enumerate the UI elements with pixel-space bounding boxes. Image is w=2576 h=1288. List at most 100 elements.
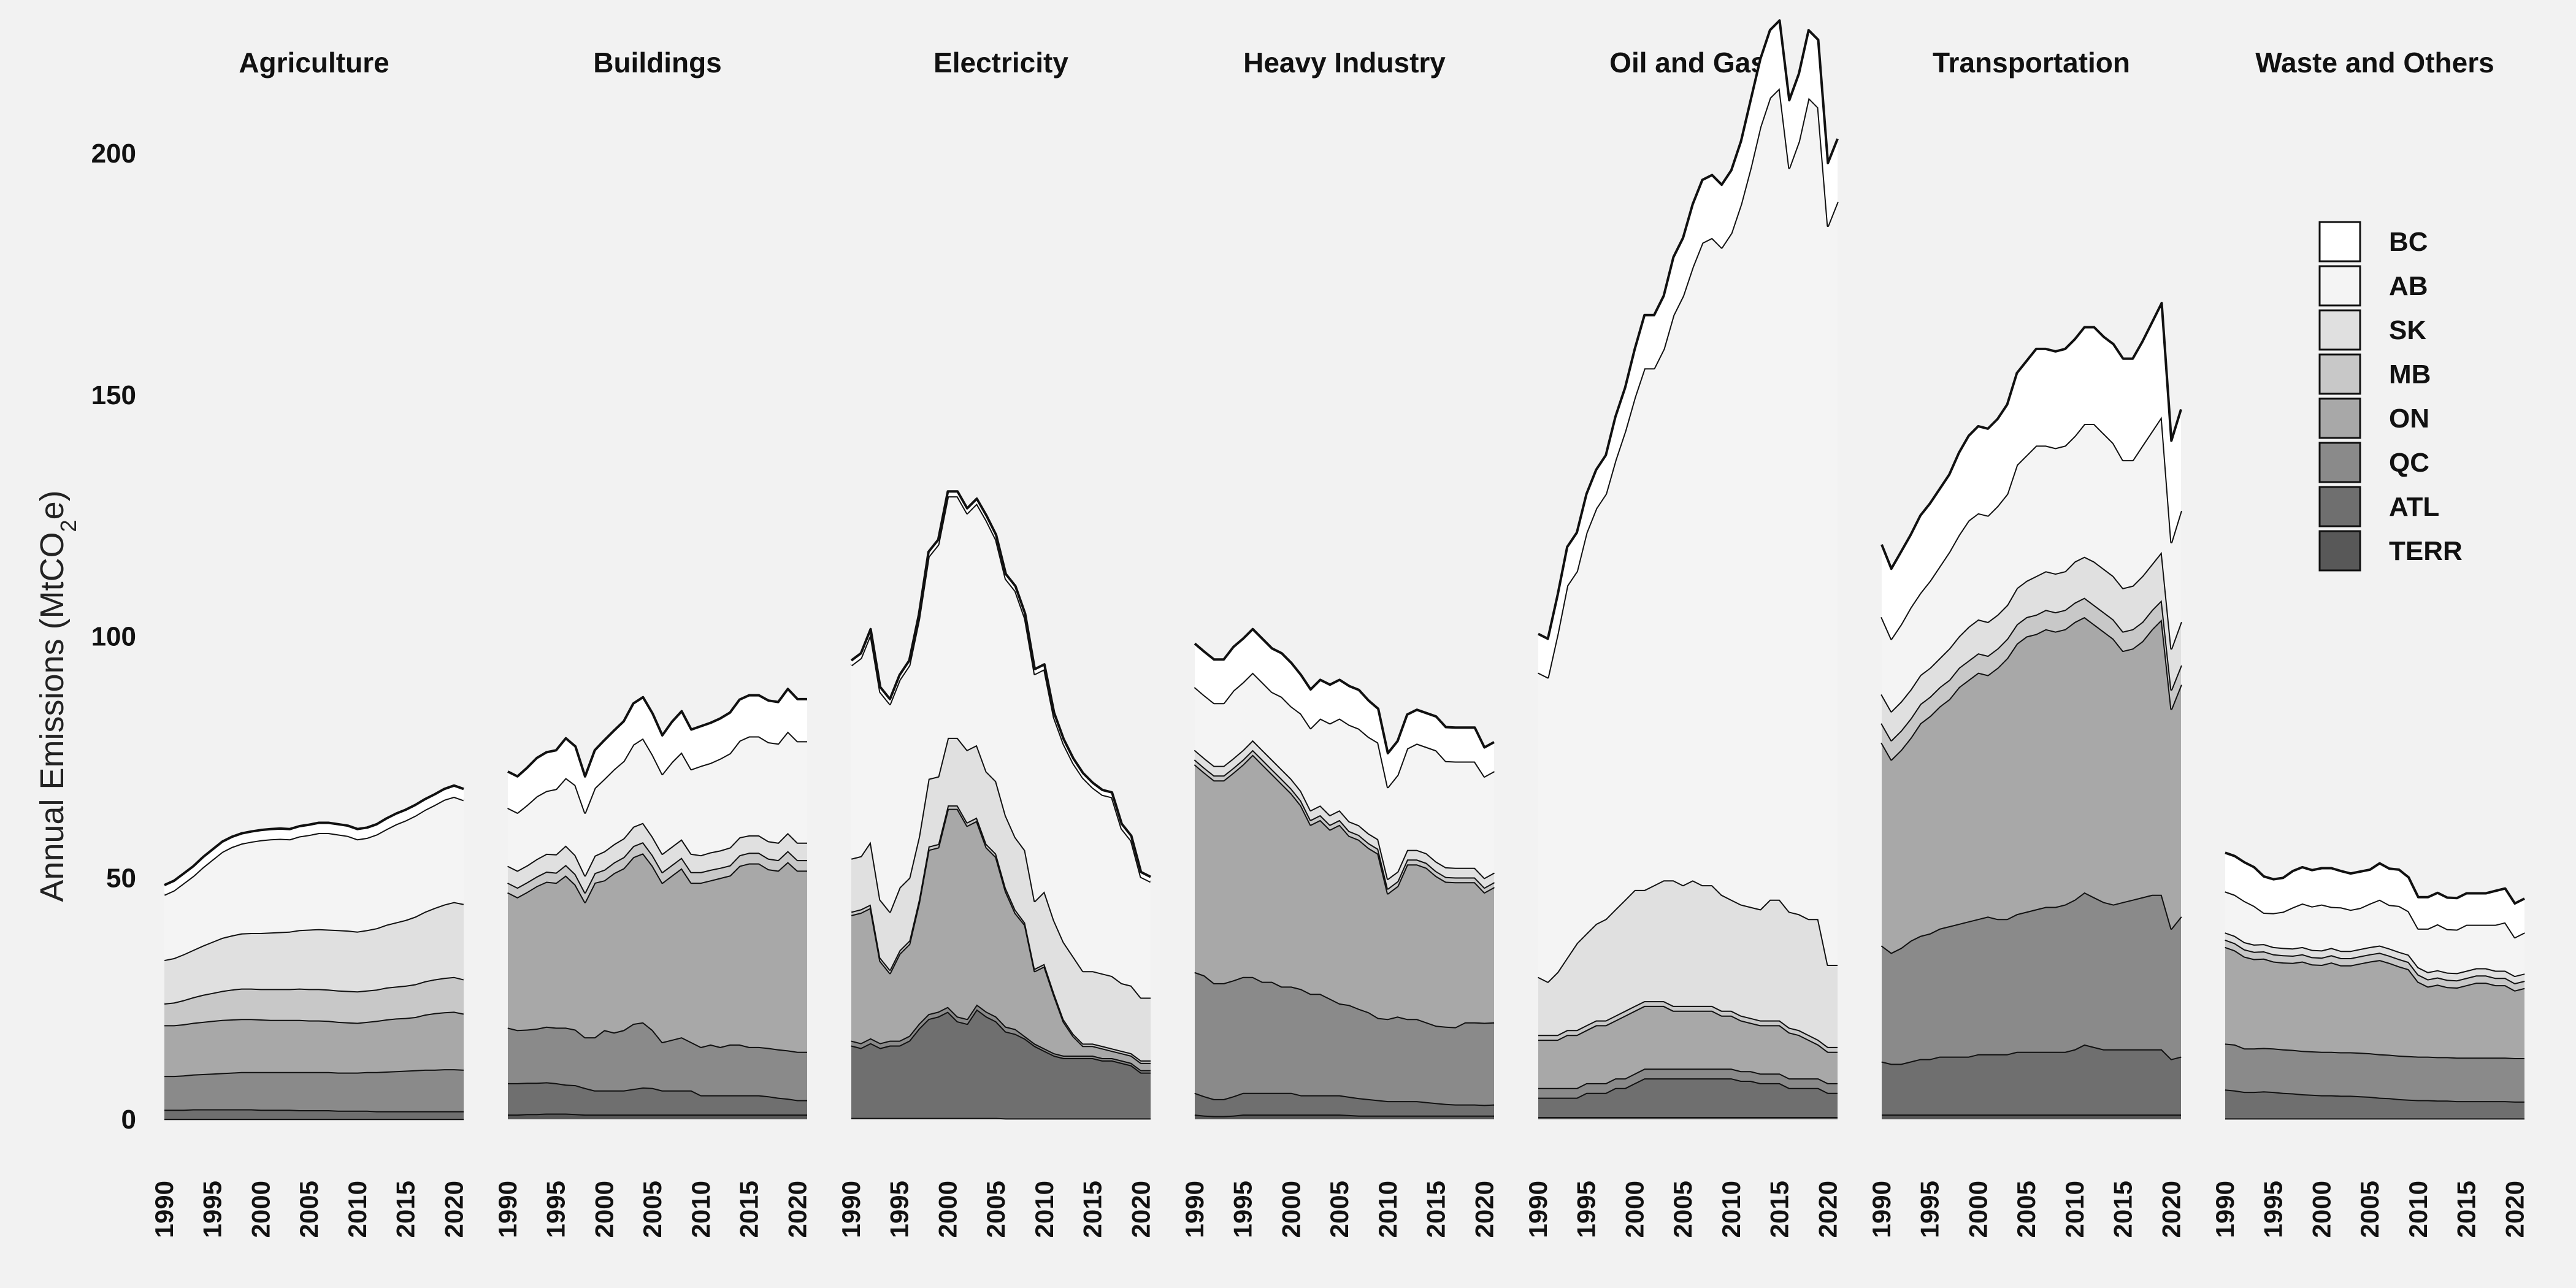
- x-tick-label: 2020: [1813, 1181, 1842, 1238]
- legend-label-sk: SK: [2389, 315, 2426, 345]
- x-tick-label: 1990: [150, 1181, 178, 1238]
- panel-title: Oil and Gas: [1609, 47, 1766, 79]
- area-on: [164, 1011, 464, 1076]
- x-tick-label: 1995: [542, 1181, 570, 1238]
- area-bc: [508, 689, 807, 813]
- area-qc: [1882, 892, 2181, 1064]
- x-tick-label: 2005: [2355, 1181, 2384, 1238]
- legend-label-mb: MB: [2389, 359, 2431, 389]
- x-tick-label: 2020: [2156, 1181, 2185, 1238]
- x-tick-label: 2020: [1126, 1181, 1155, 1238]
- x-tick-label: 2010: [343, 1181, 372, 1238]
- x-tick-label: 2000: [1276, 1181, 1305, 1238]
- y-axis-ticks: 0 50 100 150 200: [91, 139, 136, 1135]
- line-bc: [850, 490, 1151, 878]
- area-ab: [508, 731, 807, 876]
- legend-label-qc: QC: [2389, 448, 2429, 478]
- panel-agriculture: Agriculture 1990 1995 2000 2005 2010 2015 2020: [150, 47, 468, 1238]
- area-bc: [164, 785, 464, 895]
- area-ab: [1538, 88, 1838, 982]
- area-qc: [1538, 1068, 1838, 1098]
- x-tick-label: 2010: [1717, 1181, 1746, 1238]
- area-mb: [1195, 749, 1494, 894]
- area-on: [851, 808, 1151, 1070]
- x-tick-label: 2010: [2060, 1181, 2089, 1238]
- panel-title: Waste and Others: [2255, 47, 2494, 79]
- x-tick-label: 2015: [1765, 1181, 1794, 1238]
- area-atl: [508, 1082, 807, 1115]
- area-on: [508, 853, 807, 1052]
- line-bc: [164, 784, 464, 886]
- line-bc: [1880, 302, 2182, 570]
- area-ab: [164, 797, 464, 960]
- y-tick-label: 100: [91, 622, 136, 652]
- line-bc: [1194, 627, 1495, 755]
- x-tick-label: 2000: [246, 1181, 275, 1238]
- area-bc: [1195, 629, 1494, 788]
- line-bc: [2225, 851, 2525, 905]
- area-atl: [2225, 1089, 2524, 1119]
- line-bc: [507, 688, 807, 778]
- panel-title: Transportation: [1933, 47, 2130, 79]
- x-tick-label: 2005: [1668, 1181, 1697, 1238]
- area-bc: [1882, 303, 2181, 639]
- area-atl: [1882, 1044, 2181, 1115]
- area-atl: [851, 1009, 1151, 1119]
- legend-swatch-ab: [2318, 265, 2361, 307]
- legend-swatch-atl: [2318, 486, 2361, 527]
- panel-title: Buildings: [593, 47, 722, 79]
- x-tick-label: 2000: [2307, 1181, 2336, 1238]
- x-tick-label: 2005: [1325, 1181, 1354, 1238]
- x-tick-label: 1990: [2210, 1181, 2239, 1238]
- x-tick-label: 1995: [1572, 1181, 1601, 1238]
- area-sk: [1538, 880, 1838, 1047]
- y-axis-label: Annual Emissions (MtCO2e): [34, 490, 81, 902]
- legend-swatch-qc: [2318, 442, 2361, 483]
- x-tick-label: 2010: [2404, 1181, 2432, 1238]
- area-qc: [164, 1069, 464, 1111]
- legend: BC AB SK MB ON QC ATL TERR: [2318, 221, 2463, 572]
- line-on: [2225, 946, 2525, 992]
- panel-heavy-industry: Heavy Industry 1990 1995 2000 2005 2010 2015 20…: [1180, 47, 1498, 1238]
- panel-waste-and-others: Waste and Others 1990 1995 2000 2005 2010 2015…: [2210, 47, 2529, 1238]
- area-atl: [1195, 1092, 1494, 1116]
- legend-label-terr: TERR: [2389, 536, 2463, 566]
- y-tick-label: 0: [121, 1105, 136, 1135]
- area-sk: [1882, 551, 2181, 740]
- x-tick-label: 1995: [2259, 1181, 2288, 1238]
- legend-swatch-sk: [2318, 309, 2361, 351]
- x-tick-label: 2010: [1373, 1181, 1402, 1238]
- area-mb: [1882, 597, 2181, 760]
- x-tick-label: 2015: [2452, 1181, 2481, 1238]
- x-tick-label: 2005: [2012, 1181, 2041, 1238]
- x-tick-label: 2000: [933, 1181, 962, 1238]
- x-tick-label: 2005: [638, 1181, 667, 1238]
- legend-swatch-terr: [2318, 530, 2361, 572]
- x-tick-label: 2015: [735, 1181, 764, 1238]
- panel-buildings: Buildings 1990 1995 2000 2005 2010 2015 2020: [493, 47, 811, 1238]
- legend-swatch-mb: [2318, 353, 2361, 395]
- area-on: [1195, 754, 1494, 1027]
- legend-label-on: ON: [2389, 404, 2429, 434]
- panel-title: Heavy Industry: [1243, 47, 1446, 79]
- x-tick-label: 2010: [686, 1181, 715, 1238]
- area-bc: [2225, 853, 2524, 938]
- area-sk: [508, 822, 807, 892]
- x-tick-label: 2015: [1422, 1181, 1451, 1238]
- x-tick-label: 2020: [1470, 1181, 1498, 1238]
- area-ab: [851, 496, 1151, 998]
- area-qc: [508, 1022, 807, 1100]
- legend-label-ab: AB: [2389, 271, 2428, 301]
- x-tick-label: 2020: [783, 1181, 811, 1238]
- panel-title: Electricity: [933, 47, 1068, 79]
- x-tick-label: 2005: [294, 1181, 323, 1238]
- x-tick-label: 1995: [1229, 1181, 1257, 1238]
- x-tick-label: 1995: [198, 1181, 227, 1238]
- x-tick-label: 1990: [493, 1181, 522, 1238]
- area-on: [1882, 617, 2181, 953]
- x-tick-label: 2000: [1620, 1181, 1649, 1238]
- area-on: [2225, 946, 2524, 1058]
- y-tick-label: 200: [91, 139, 136, 169]
